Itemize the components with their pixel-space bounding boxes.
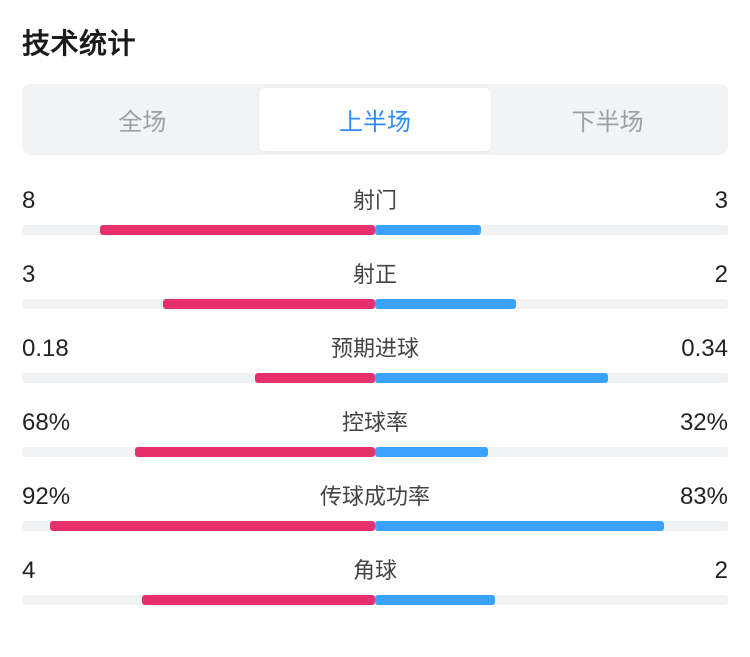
stat-name: 射门 bbox=[82, 183, 668, 215]
stat-bar-right bbox=[375, 595, 495, 605]
stat-bar-track bbox=[22, 447, 728, 457]
stat-name: 预期进球 bbox=[82, 331, 668, 363]
stat-labels: 3射正2 bbox=[22, 257, 728, 289]
stat-name: 控球率 bbox=[82, 405, 668, 437]
stat-bar-track bbox=[22, 225, 728, 235]
stat-left-value: 4 bbox=[22, 557, 82, 585]
tab-0[interactable]: 全场 bbox=[26, 88, 259, 151]
stat-name: 传球成功率 bbox=[82, 479, 668, 511]
stat-bar-right bbox=[375, 373, 608, 383]
tab-label: 全场 bbox=[118, 109, 166, 136]
stat-left-value: 68% bbox=[22, 409, 82, 437]
stat-left-value: 0.18 bbox=[22, 335, 82, 363]
tab-2[interactable]: 下半场 bbox=[491, 88, 724, 151]
period-tabs: 全场 上半场 下半场 bbox=[22, 84, 728, 155]
tab-label: 上半场 bbox=[339, 109, 411, 136]
stat-row: 3射正2 bbox=[22, 243, 728, 317]
stat-right-value: 2 bbox=[668, 557, 728, 585]
stat-bar-left bbox=[50, 521, 375, 531]
stat-bar-left bbox=[255, 373, 375, 383]
stat-right-value: 2 bbox=[668, 261, 728, 289]
stat-labels: 8射门3 bbox=[22, 183, 728, 215]
tab-label: 下半场 bbox=[572, 109, 644, 136]
stat-bar-track bbox=[22, 521, 728, 531]
stat-labels: 68%控球率32% bbox=[22, 405, 728, 437]
stat-left-value: 92% bbox=[22, 483, 82, 511]
stat-row: 4角球2 bbox=[22, 539, 728, 613]
stat-row: 0.18预期进球0.34 bbox=[22, 317, 728, 391]
stat-bar-left bbox=[142, 595, 375, 605]
stat-bar-left bbox=[163, 299, 375, 309]
stat-left-value: 8 bbox=[22, 187, 82, 215]
stat-bar-right bbox=[375, 447, 488, 457]
stat-row: 8射门3 bbox=[22, 169, 728, 243]
stat-bar-right bbox=[375, 299, 516, 309]
stat-left-value: 3 bbox=[22, 261, 82, 289]
stat-bar-left bbox=[100, 225, 375, 235]
stat-name: 射正 bbox=[82, 257, 668, 289]
stat-bar-right bbox=[375, 521, 664, 531]
tab-1[interactable]: 上半场 bbox=[259, 88, 492, 151]
stat-labels: 0.18预期进球0.34 bbox=[22, 331, 728, 363]
stat-bar-left bbox=[135, 447, 375, 457]
stats-list: 8射门33射正20.18预期进球0.3468%控球率32%92%传球成功率83%… bbox=[22, 169, 728, 613]
panel-title: 技术统计 bbox=[22, 22, 728, 62]
stat-bar-track bbox=[22, 373, 728, 383]
stat-name: 角球 bbox=[82, 553, 668, 585]
stat-bar-right bbox=[375, 225, 481, 235]
stat-right-value: 0.34 bbox=[668, 335, 728, 363]
stat-row: 92%传球成功率83% bbox=[22, 465, 728, 539]
stat-labels: 92%传球成功率83% bbox=[22, 479, 728, 511]
stat-right-value: 83% bbox=[668, 483, 728, 511]
stat-bar-track bbox=[22, 299, 728, 309]
stat-right-value: 32% bbox=[668, 409, 728, 437]
stat-bar-track bbox=[22, 595, 728, 605]
stat-row: 68%控球率32% bbox=[22, 391, 728, 465]
stat-labels: 4角球2 bbox=[22, 553, 728, 585]
stats-panel: 技术统计 全场上半场下半场 8射门33射正20.18预期进球0.3468%控球率… bbox=[0, 0, 750, 623]
stat-right-value: 3 bbox=[668, 187, 728, 215]
